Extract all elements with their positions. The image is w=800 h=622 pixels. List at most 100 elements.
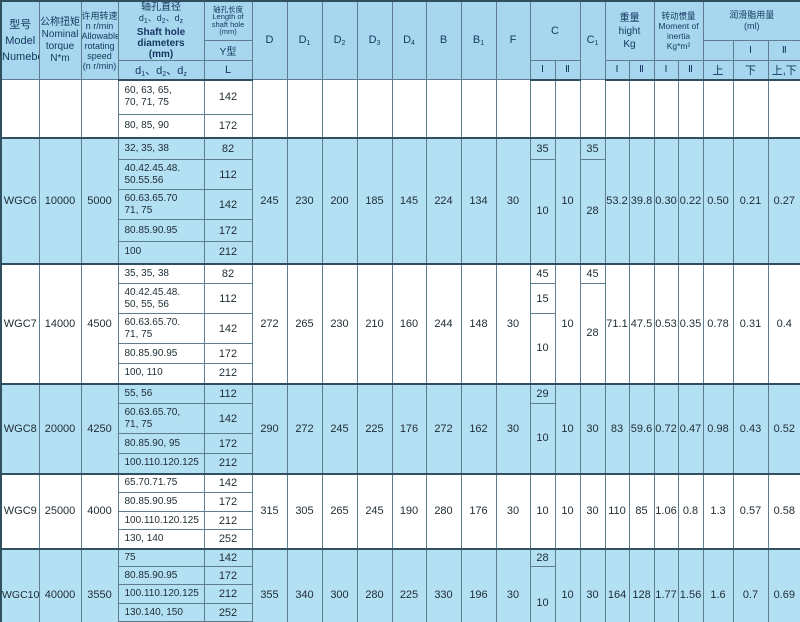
shaft-diameters-cell: 80.85.90, 95 (117, 433, 205, 454)
c-sub-ii: Ⅱ (554, 60, 581, 81)
dim-D4-cell: 190 (391, 472, 427, 549)
weight-ii-cell: 85 (628, 472, 655, 549)
shaft-diameters-cell: 100.110.120.125 (117, 453, 205, 474)
dim-D-cell (251, 79, 288, 138)
shaft-diameters-cell: 100.110.120.125 (117, 511, 205, 530)
weight-ii-cell: 128 (628, 547, 655, 622)
c-i-cell: 10 (529, 403, 556, 474)
inertia-i-cell: 1.77 (653, 547, 679, 622)
dim-F-cell: 30 (495, 547, 531, 622)
grease-updown-cell: 0.69 (767, 547, 800, 622)
dim-B1-cell: 148 (460, 262, 497, 384)
speed-cell: 5000 (80, 136, 119, 264)
weight-i-cell: 53.2 (604, 136, 630, 264)
dim-D1-cell: 272 (286, 382, 323, 474)
dim-D1-cell (286, 79, 323, 138)
col-header-speed: 许用转速 n r/min Allowable rotating speed (n… (80, 0, 119, 80)
shaft-length-cell: 142 (203, 79, 253, 115)
col-header-D4: D4 (391, 0, 427, 80)
grease-down-cell: 0.7 (732, 547, 769, 622)
weight-i-cell: 110 (604, 472, 630, 549)
shaft-diameters-cell: 80, 85, 90 (117, 114, 205, 138)
shaft-length-cell: 142 (203, 403, 253, 434)
dim-D4-cell: 160 (391, 262, 427, 384)
dim-B-cell (425, 79, 462, 138)
c-i-cell: 45 (529, 262, 556, 284)
c1-cell: 30 (579, 382, 606, 474)
inertia-ii-cell: 0.22 (677, 136, 704, 264)
dim-B1-cell (460, 79, 497, 138)
weight-ii-cell: 39.8 (628, 136, 655, 264)
weight-sub-ii: Ⅱ (628, 60, 655, 81)
c1-cell: 30 (579, 547, 606, 622)
inertia-ii-cell: 0.35 (677, 262, 704, 384)
dim-D2-cell: 265 (321, 472, 358, 549)
grease-updown-cell: 0.4 (767, 262, 800, 384)
shaft-length-cell: 172 (203, 219, 253, 242)
shaft-length-cell: 212 (203, 511, 253, 530)
col-header-D: D (251, 0, 288, 80)
speed-cell: 4250 (80, 382, 119, 474)
c-i-cell: 29 (529, 382, 556, 404)
dim-F-cell: 30 (495, 382, 531, 474)
shaft-diameters-cell: 32, 35, 38 (117, 136, 205, 160)
dim-D3-cell (356, 79, 393, 138)
col-header-L: L (203, 60, 253, 81)
dim-D-cell: 272 (251, 262, 288, 384)
inertia-i-cell: 1.06 (653, 472, 679, 549)
c-sub-i: Ⅰ (529, 60, 556, 81)
shaft-length-cell: 172 (203, 566, 253, 585)
dim-D-cell: 290 (251, 382, 288, 474)
grease-updown-cell: 0.58 (767, 472, 800, 549)
c1-cell: 28 (579, 283, 606, 384)
c-i-cell (529, 79, 556, 138)
dim-D-cell: 245 (251, 136, 288, 264)
weight-i-cell: 83 (604, 382, 630, 474)
grease-up-cell: 0.98 (702, 382, 734, 474)
shaft-diameters-cell: 35, 35, 38 (117, 262, 205, 284)
grease-down-cell: 0.43 (732, 382, 769, 474)
shaft-diameters-cell: 60.63.65.70, 71, 75 (117, 403, 205, 434)
inertia-ii-cell (677, 79, 704, 138)
shaft-length-cell: 112 (203, 382, 253, 404)
c-ii-cell: 10 (554, 136, 581, 264)
dim-D2-cell: 200 (321, 136, 358, 264)
col-header-B: B (425, 0, 462, 80)
col-header-shaft-diameters: 轴孔直径 d1、d2、dz Shaft hole diameters (mm) (117, 0, 205, 61)
torque-cell: 25000 (38, 472, 82, 549)
grease-sub-updown: 上,下 (767, 60, 800, 81)
torque-cell: 20000 (38, 382, 82, 474)
torque-cell: 40000 (38, 547, 82, 622)
inertia-ii-cell: 0.47 (677, 382, 704, 474)
shaft-diameters-cell: 130, 140 (117, 529, 205, 549)
dim-B-cell: 244 (425, 262, 462, 384)
c1-cell (579, 79, 606, 138)
dim-B1-cell: 196 (460, 547, 497, 622)
inertia-i-cell: 0.72 (653, 382, 679, 474)
grease-sub-empty (702, 39, 734, 62)
shaft-diameters-cell: 100, 110 (117, 363, 205, 384)
col-header-torque: 公称扭矩 Nominal torque N*m (38, 0, 82, 80)
shaft-diameters-cell: 75 (117, 547, 205, 567)
c-ii-cell: 10 (554, 472, 581, 549)
dim-F-cell (495, 79, 531, 138)
dim-D1-cell: 265 (286, 262, 323, 384)
dim-D3-cell: 245 (356, 472, 393, 549)
shaft-diameters-cell: 80.85.90.95 (117, 219, 205, 242)
dim-B1-cell: 176 (460, 472, 497, 549)
model-cell: WGC8 (0, 382, 40, 474)
dim-B1-cell: 162 (460, 382, 497, 474)
inertia-sub-i: Ⅰ (653, 60, 679, 81)
shaft-length-cell: 212 (203, 241, 253, 264)
c1-cell: 35 (579, 136, 606, 160)
shaft-diameters-cell: 55, 56 (117, 382, 205, 404)
c-i-cell: 10 (529, 472, 556, 549)
shaft-diameters-cell: 65.70.71.75 (117, 472, 205, 493)
col-header-C: C (529, 0, 581, 61)
col-header-F: F (495, 0, 531, 80)
shaft-length-cell: 172 (203, 114, 253, 138)
dim-D3-cell: 225 (356, 382, 393, 474)
shaft-length-cell: 142 (203, 472, 253, 493)
grease-up-cell: 1.3 (702, 472, 734, 549)
